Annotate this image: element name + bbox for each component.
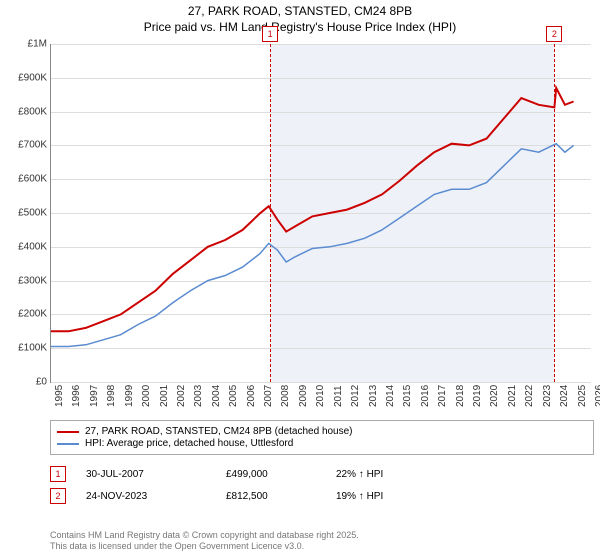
x-tick-label: 2005 [228,385,239,407]
x-tick-label: 2018 [455,385,466,407]
chart-subtitle: Price paid vs. HM Land Registry's House … [0,20,600,36]
sale-marker: 2 [50,488,66,504]
x-tick-label: 2017 [437,385,448,407]
x-tick-label: 2020 [489,385,500,407]
y-tick-label: £300K [3,275,47,286]
x-tick-label: 2022 [524,385,535,407]
y-tick-label: £0 [3,377,47,388]
y-tick-label: £200K [3,309,47,320]
x-tick-label: 1999 [124,385,135,407]
legend-item: HPI: Average price, detached house, Uttl… [57,438,587,449]
legend-swatch [57,443,79,445]
x-tick-label: 2012 [350,385,361,407]
x-tick-label: 2023 [542,385,553,407]
sale-marker: 1 [50,466,66,482]
sale-price: £812,500 [226,491,316,502]
x-tick-label: 2025 [577,385,588,407]
footer-line1: Contains HM Land Registry data © Crown c… [50,530,359,541]
x-tick-label: 1996 [71,385,82,407]
y-tick-label: £800K [3,106,47,117]
x-tick-label: 2015 [402,385,413,407]
series-line [51,88,574,331]
footer-line2: This data is licensed under the Open Gov… [50,541,359,552]
marker-box: 1 [262,26,278,42]
x-tick-label: 1995 [54,385,65,407]
y-tick-label: £100K [3,343,47,354]
x-tick-label: 2011 [333,385,344,407]
x-tick-label: 1997 [89,385,100,407]
sale-row: 2 24-NOV-2023 £812,500 19% ↑ HPI [50,488,580,504]
x-tick-label: 2006 [246,385,257,407]
sale-date: 30-JUL-2007 [86,469,206,480]
x-tick-label: 2003 [193,385,204,407]
x-tick-label: 2000 [141,385,152,407]
y-tick-label: £400K [3,241,47,252]
chart-container: 27, PARK ROAD, STANSTED, CM24 8PB Price … [0,0,600,560]
y-tick-label: £500K [3,208,47,219]
title-block: 27, PARK ROAD, STANSTED, CM24 8PB Price … [0,0,600,35]
sale-row: 1 30-JUL-2007 £499,000 22% ↑ HPI [50,466,580,482]
footer: Contains HM Land Registry data © Crown c… [50,530,359,552]
x-tick-label: 2001 [159,385,170,407]
plot-area: £0£100K£200K£300K£400K£500K£600K£700K£80… [50,44,591,383]
x-tick-label: 2004 [211,385,222,407]
sale-date: 24-NOV-2023 [86,491,206,502]
y-tick-label: £900K [3,72,47,83]
series-line [51,144,574,347]
sale-change: 19% ↑ HPI [336,491,456,502]
x-tick-label: 2021 [507,385,518,407]
x-tick-label: 2002 [176,385,187,407]
legend-item: 27, PARK ROAD, STANSTED, CM24 8PB (detac… [57,426,587,437]
legend: 27, PARK ROAD, STANSTED, CM24 8PB (detac… [50,420,594,455]
x-tick-label: 2014 [385,385,396,407]
sale-change: 22% ↑ HPI [336,469,456,480]
x-tick-label: 2019 [472,385,483,407]
legend-label: HPI: Average price, detached house, Uttl… [85,438,293,449]
x-tick-label: 2013 [368,385,379,407]
gridline [51,382,591,383]
x-tick-label: 2016 [420,385,431,407]
x-tick-label: 1998 [106,385,117,407]
x-tick-label: 2010 [315,385,326,407]
sale-price: £499,000 [226,469,316,480]
marker-box: 2 [546,26,562,42]
x-tick-label: 2009 [298,385,309,407]
series-svg [51,44,591,382]
x-tick-label: 2007 [263,385,274,407]
legend-label: 27, PARK ROAD, STANSTED, CM24 8PB (detac… [85,426,353,437]
x-tick-label: 2024 [559,385,570,407]
y-tick-label: £700K [3,140,47,151]
y-tick-label: £1M [3,39,47,50]
x-tick-label: 2026 [594,385,600,407]
y-tick-label: £600K [3,174,47,185]
x-tick-label: 2008 [280,385,291,407]
legend-swatch [57,431,79,433]
chart-title: 27, PARK ROAD, STANSTED, CM24 8PB [0,4,600,20]
